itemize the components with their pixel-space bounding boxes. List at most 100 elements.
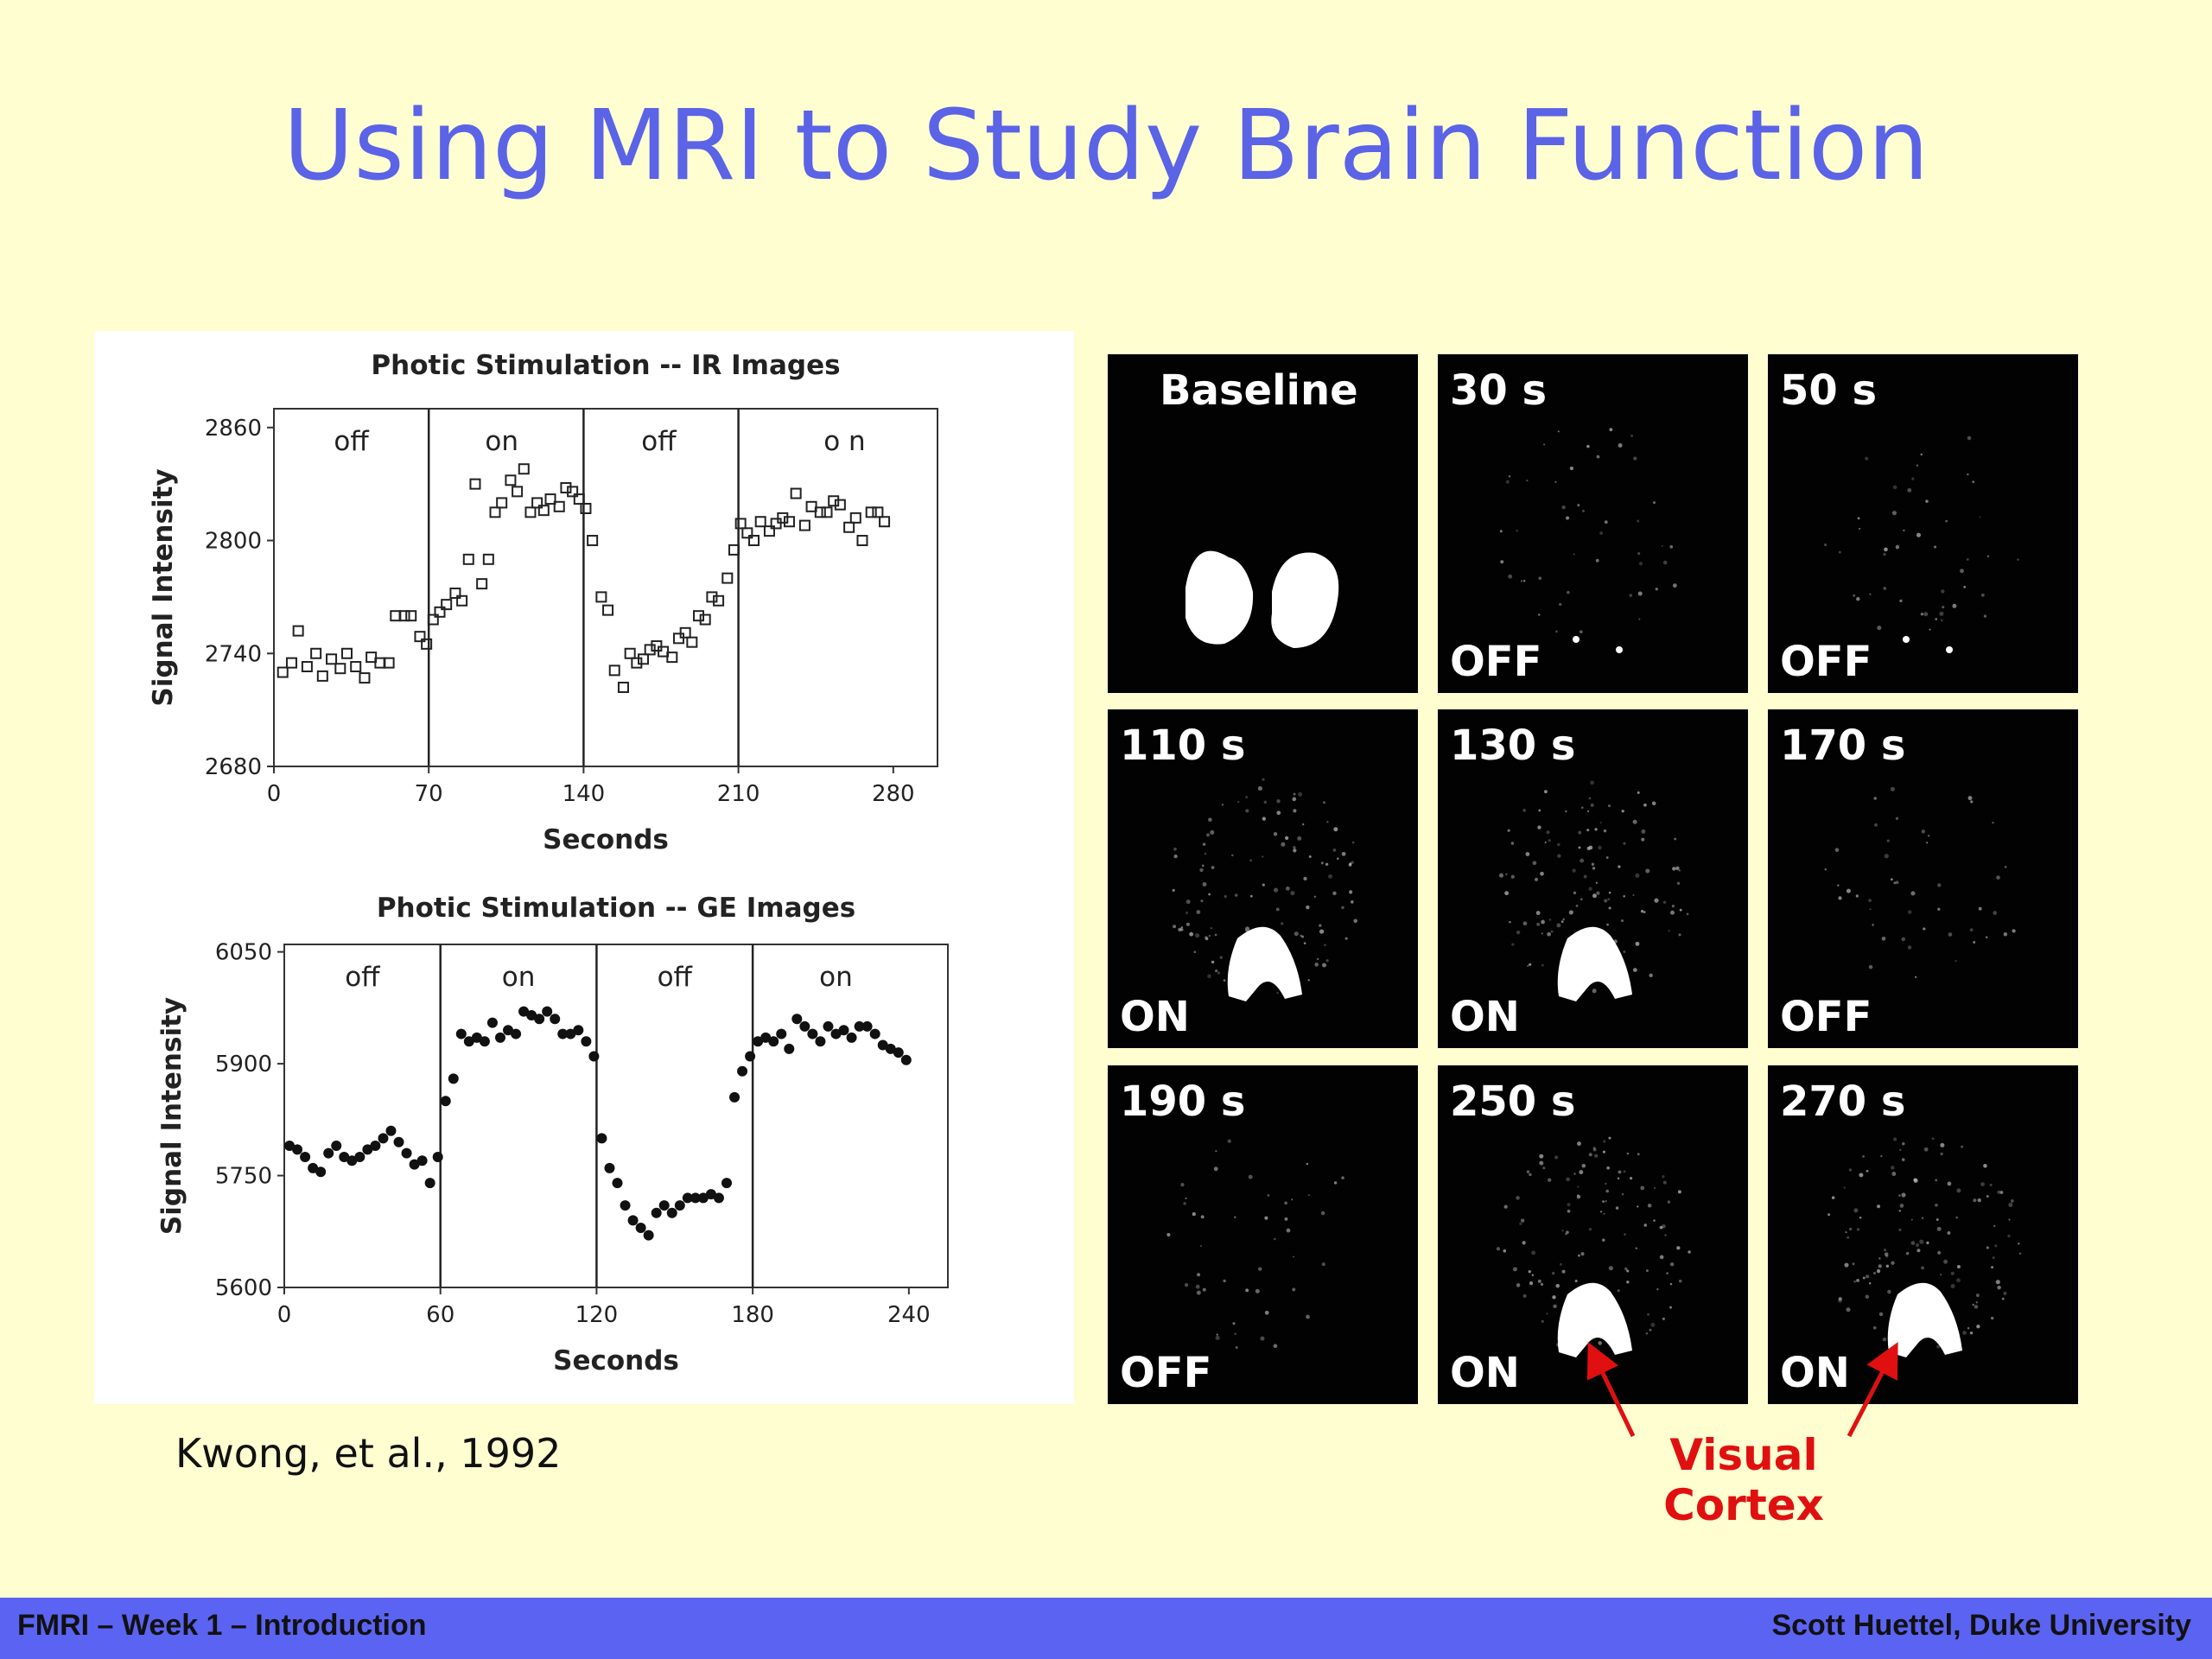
brain-scan-image [1827, 1137, 2022, 1357]
citation: Kwong, et al., 1992 [175, 1430, 562, 1477]
scan-time-label: 170 s [1780, 721, 1906, 770]
chart1-data-point [595, 591, 607, 603]
chart2-data-point [620, 1200, 631, 1211]
chart1-x-tick-label: 210 [717, 781, 760, 807]
brain-scan-image [1499, 428, 1677, 653]
chart1-data-point [449, 588, 461, 600]
charts-panel: Photic Stimulation -- IR Images off on off o… [94, 331, 1074, 1404]
chart2-data-point [550, 1014, 561, 1025]
chart1-data-point [496, 497, 508, 509]
chart2-data-point [409, 1159, 420, 1170]
chart2-data-point [370, 1141, 381, 1152]
chart2-data-point [362, 1144, 373, 1155]
chart2-y-tick-label: 6050 [215, 940, 272, 966]
chart1-phase-label: off [334, 426, 369, 457]
scan-time-label: 270 s [1780, 1077, 1906, 1126]
chart1-data-point [686, 636, 698, 648]
scan-time-label: 30 s [1450, 366, 1548, 415]
scan-state-label: ON [1450, 1349, 1520, 1397]
chart2-data-point [807, 1028, 818, 1039]
chart1-data-point [798, 519, 810, 531]
scan-tile: Baseline [1108, 354, 1418, 693]
chart2-data-point [581, 1036, 592, 1047]
chart1-data-point [489, 506, 501, 518]
chart2-data-point [854, 1020, 865, 1032]
chart1-data-point [441, 599, 453, 611]
footer-course-title: FMRI – Week 1 – Introduction [17, 1609, 427, 1642]
chart2-data-point [486, 1017, 498, 1028]
chart2-phase-label: off [658, 962, 693, 993]
slide-title: Using MRI to Study Brain Function [283, 90, 1929, 202]
chart1-x-tick-label: 0 [267, 781, 282, 807]
chart2-data-point [690, 1192, 701, 1204]
chart2-data-point [557, 1028, 569, 1039]
scan-tile: 270 s ON [1768, 1065, 2078, 1404]
chart2-data-point [877, 1039, 888, 1051]
chart2-data-point [900, 1054, 912, 1065]
chart2-data-point [463, 1036, 474, 1047]
chart1-data-point [326, 653, 338, 665]
chart2-data-point [846, 1032, 857, 1043]
chart1-data-point [544, 493, 556, 505]
chart1-data-point [879, 516, 891, 528]
chart2-data-point [635, 1222, 646, 1233]
chart2-data-point [651, 1207, 662, 1218]
chart2-data-point [784, 1043, 795, 1054]
chart1-data-point [292, 625, 304, 637]
chart1-data-point [560, 482, 572, 494]
chart2-data-point [448, 1073, 459, 1084]
brain-scan-image [1172, 778, 1358, 1001]
chart2-data-point [315, 1166, 327, 1178]
chart2-data-point [479, 1036, 490, 1047]
chart2-data-point [588, 1051, 600, 1062]
chart2-data-point [885, 1043, 896, 1054]
scan-state-label: ON [1450, 993, 1520, 1041]
chart2-data-point [729, 1091, 741, 1103]
chart2-data-point [378, 1133, 389, 1144]
chart1-data-point [580, 502, 592, 514]
chart2-data-point [471, 1032, 482, 1043]
chart1-data-point [476, 578, 488, 590]
chart2-y-tick-label: 5900 [215, 1052, 272, 1077]
chart2-data-point [799, 1020, 810, 1032]
chart1-y-axis-label: Signal Intensity [148, 468, 179, 706]
scan-tile: 190 s OFF [1108, 1065, 1418, 1404]
chart2-data-point [292, 1144, 303, 1155]
arrow-to-270s-scan [1847, 1342, 1898, 1438]
chart2-data-point [323, 1147, 334, 1159]
chart1-data-point [777, 512, 789, 524]
chart1-y-tick-label: 2860 [205, 416, 262, 442]
scan-time-label: 50 s [1780, 366, 1878, 415]
chart1-data-point [608, 664, 620, 677]
chart1-data-point [834, 499, 846, 511]
chart1-data-point [679, 626, 691, 639]
chart1-data-point [754, 516, 766, 528]
chart1-data-point [713, 594, 725, 607]
chart2-data-point [643, 1230, 654, 1241]
chart1-data-point [301, 661, 313, 673]
chart1-data-point [421, 638, 433, 650]
chart1-data-point [770, 518, 782, 530]
scan-tile: 250 s ON [1438, 1065, 1748, 1404]
chart2-x-tick-label: 0 [277, 1302, 292, 1328]
chart1-data-point [763, 525, 775, 537]
chart2-data-point [385, 1125, 397, 1136]
chart1-x-tick-label: 70 [415, 781, 443, 807]
chart2-data-point [339, 1151, 350, 1162]
chart1-data-point [602, 604, 614, 616]
scan-time-label: 250 s [1450, 1077, 1576, 1126]
chart2-data-point [705, 1189, 716, 1200]
chart1-x-tick-label: 280 [872, 781, 915, 807]
chart1-data-point [310, 647, 322, 659]
chart1-data-point [524, 506, 537, 518]
chart1-data-point [434, 606, 446, 618]
chart1-data-point [706, 591, 718, 603]
chart2-data-point [424, 1178, 435, 1189]
footer-author: Scott Huettel, Duke University [1771, 1609, 2191, 1642]
chart2-data-point [542, 1006, 553, 1017]
chart2-data-point [861, 1020, 873, 1032]
chart1-data-point [414, 631, 426, 643]
chart2-data-point [627, 1215, 639, 1226]
chart1-data-point [462, 553, 474, 565]
chart1-data-point [512, 486, 524, 498]
